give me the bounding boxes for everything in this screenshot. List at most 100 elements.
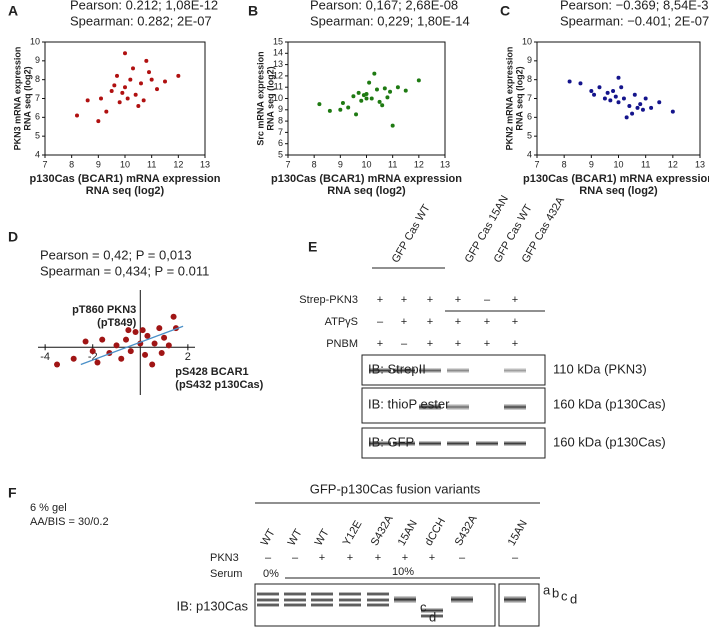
sign: + xyxy=(455,294,461,306)
data-point xyxy=(156,325,163,332)
x-tick-label: 7 xyxy=(285,159,290,169)
y-tick-label: 10 xyxy=(522,36,532,46)
data-point xyxy=(141,98,146,103)
blot-label: IB: StrepII xyxy=(368,361,426,376)
lane-label: S432A xyxy=(453,513,480,548)
blot-label: IB: thioP ester xyxy=(368,396,450,411)
x-tick-label: 12 xyxy=(668,159,678,169)
data-point xyxy=(96,119,101,124)
data-point xyxy=(144,58,149,63)
sign: – xyxy=(292,552,299,564)
blot-band xyxy=(257,592,279,596)
row-label: Serum xyxy=(210,568,242,580)
lane-label: WT xyxy=(286,527,305,548)
sign: – xyxy=(512,552,519,564)
data-point xyxy=(149,77,154,82)
data-point xyxy=(627,104,632,109)
lane-label: WT xyxy=(313,527,332,548)
data-point xyxy=(123,85,127,90)
data-point xyxy=(643,96,648,101)
lane-label: 15AN xyxy=(396,518,420,548)
x-tick-label: 8 xyxy=(562,159,567,169)
data-point xyxy=(163,79,167,84)
sign: + xyxy=(455,316,461,328)
data-point xyxy=(127,348,134,355)
gel-note: AA/BIS = 30/0.2 xyxy=(30,516,109,528)
x-tick-label: 9 xyxy=(589,159,594,169)
data-point xyxy=(136,104,141,109)
stat-text: Spearman: −0.401; 2E-07 xyxy=(560,13,709,28)
data-point xyxy=(359,98,364,103)
data-point xyxy=(123,51,127,56)
blot-band xyxy=(284,603,306,607)
data-point xyxy=(624,115,629,120)
data-point xyxy=(640,107,645,112)
y-tick-label: 15 xyxy=(273,36,283,46)
data-point xyxy=(670,109,675,114)
panel-label: A xyxy=(8,3,18,19)
data-point xyxy=(597,85,602,90)
data-point xyxy=(147,70,151,75)
data-point xyxy=(578,81,583,86)
blot-band xyxy=(367,603,389,607)
sign: + xyxy=(319,552,325,564)
sign: + xyxy=(347,552,353,564)
blot-band xyxy=(339,598,361,602)
data-point xyxy=(395,85,400,90)
band-letter: c xyxy=(561,588,568,603)
y-axis-label: Src mRNA expression xyxy=(255,51,265,145)
y-tick-label: 10 xyxy=(273,93,283,103)
blot-band xyxy=(504,441,526,446)
data-point xyxy=(155,87,159,92)
data-point xyxy=(608,98,613,103)
blot-band xyxy=(504,596,526,603)
x-axis-label: RNA seq (log2) xyxy=(579,185,658,197)
x-axis-label: p130Cas (BCAR1) mRNA expression xyxy=(523,173,709,185)
data-point xyxy=(89,348,96,355)
data-point xyxy=(613,94,618,99)
serum-level: 0% xyxy=(263,568,279,580)
blot-band xyxy=(393,441,415,446)
data-point xyxy=(170,313,177,320)
x-tick-label: 9 xyxy=(96,159,101,169)
sign: + xyxy=(401,294,407,306)
data-point xyxy=(144,332,151,339)
blot-band xyxy=(419,368,441,373)
data-point xyxy=(109,88,114,93)
blot-band xyxy=(504,368,526,373)
data-point xyxy=(176,73,181,78)
sign: + xyxy=(455,338,461,350)
data-point xyxy=(165,342,172,349)
data-point xyxy=(356,90,361,95)
data-point xyxy=(589,88,594,93)
data-point xyxy=(616,100,621,105)
sign: + xyxy=(512,316,518,328)
band-letter: d xyxy=(429,609,436,624)
panel-label: C xyxy=(500,3,510,19)
data-point xyxy=(657,100,662,105)
data-point xyxy=(632,92,637,97)
stat-text: Pearson: 0,167; 2,68E-08 xyxy=(310,0,458,12)
x-tick-label: 13 xyxy=(200,159,210,169)
x-tick-label: 12 xyxy=(414,159,424,169)
data-point xyxy=(54,361,61,368)
x-tick-label: 7 xyxy=(42,159,47,169)
sign: + xyxy=(402,552,408,564)
data-point xyxy=(94,359,101,366)
blot-band xyxy=(367,598,389,602)
data-point xyxy=(351,94,356,99)
panel-label: E xyxy=(308,239,317,255)
blot-band xyxy=(451,596,473,603)
y-tick-label: 11 xyxy=(274,82,283,92)
x-axis-label: RNA seq (log2) xyxy=(327,185,406,197)
data-point xyxy=(139,327,146,334)
y-tick-label: 4 xyxy=(35,149,40,159)
panel-label: F xyxy=(8,485,17,501)
blot-frame xyxy=(498,583,540,627)
blot-band xyxy=(476,441,498,446)
data-point xyxy=(346,105,351,110)
blot-band xyxy=(257,603,279,607)
data-point xyxy=(374,87,379,92)
